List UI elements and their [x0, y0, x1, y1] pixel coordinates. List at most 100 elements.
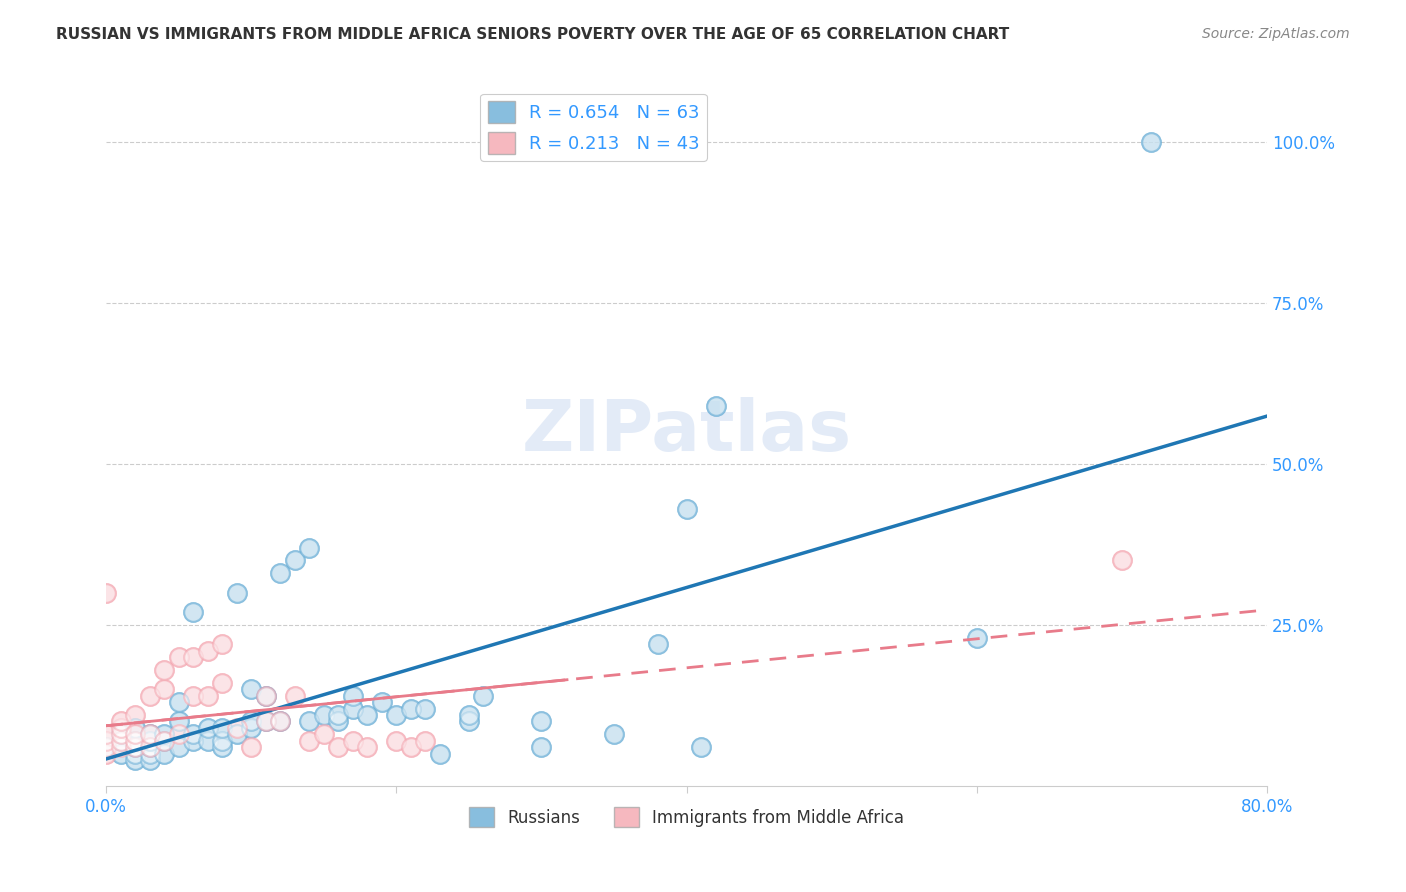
Point — [124, 708, 146, 723]
Point — [124, 740, 146, 755]
Point — [124, 740, 146, 755]
Point — [153, 682, 176, 697]
Point — [312, 708, 335, 723]
Point — [124, 721, 146, 735]
Point — [139, 727, 162, 741]
Point — [458, 708, 481, 723]
Point — [225, 585, 247, 599]
Point — [240, 682, 263, 697]
Point — [240, 682, 263, 697]
Point — [181, 733, 204, 747]
Point — [110, 733, 132, 747]
Point — [124, 708, 146, 723]
Point — [181, 727, 204, 741]
Point — [269, 566, 291, 581]
Point — [298, 733, 321, 747]
Point — [96, 727, 118, 741]
Point — [385, 708, 408, 723]
Point — [197, 733, 219, 747]
Point — [211, 675, 233, 690]
Point — [181, 650, 204, 665]
Point — [139, 740, 162, 755]
Point — [153, 747, 176, 761]
Point — [197, 643, 219, 657]
Text: Source: ZipAtlas.com: Source: ZipAtlas.com — [1202, 27, 1350, 41]
Point — [647, 637, 669, 651]
Point — [139, 753, 162, 767]
Point — [167, 695, 190, 709]
Point — [298, 733, 321, 747]
Point — [415, 701, 437, 715]
Point — [96, 727, 118, 741]
Point — [153, 733, 176, 747]
Point — [139, 689, 162, 703]
Point — [240, 740, 263, 755]
Point — [225, 721, 247, 735]
Point — [371, 695, 394, 709]
Point — [167, 727, 190, 741]
Point — [690, 740, 713, 755]
Point — [139, 747, 162, 761]
Point — [342, 733, 364, 747]
Point — [96, 747, 118, 761]
Point — [181, 650, 204, 665]
Point — [356, 740, 378, 755]
Point — [240, 721, 263, 735]
Point — [225, 727, 247, 741]
Point — [124, 733, 146, 747]
Point — [647, 637, 669, 651]
Point — [254, 689, 277, 703]
Point — [254, 689, 277, 703]
Point — [110, 727, 132, 741]
Point — [211, 740, 233, 755]
Point — [312, 727, 335, 741]
Point — [124, 727, 146, 741]
Point — [399, 701, 422, 715]
Point — [356, 708, 378, 723]
Point — [181, 605, 204, 619]
Point — [124, 753, 146, 767]
Text: ZIPatlas: ZIPatlas — [522, 397, 852, 467]
Point — [240, 714, 263, 729]
Point — [328, 740, 350, 755]
Point — [167, 650, 190, 665]
Point — [284, 553, 307, 567]
Point — [96, 740, 118, 755]
Point — [181, 727, 204, 741]
Point — [254, 689, 277, 703]
Point — [139, 727, 162, 741]
Point — [96, 733, 118, 747]
Point — [399, 701, 422, 715]
Point — [139, 740, 162, 755]
Point — [197, 689, 219, 703]
Point — [1111, 553, 1133, 567]
Point — [385, 733, 408, 747]
Point — [96, 740, 118, 755]
Point — [110, 727, 132, 741]
Point — [269, 714, 291, 729]
Point — [110, 714, 132, 729]
Point — [139, 733, 162, 747]
Point — [399, 740, 422, 755]
Point — [96, 585, 118, 599]
Point — [211, 740, 233, 755]
Point — [269, 714, 291, 729]
Point — [96, 733, 118, 747]
Point — [603, 727, 626, 741]
Point — [153, 733, 176, 747]
Point — [167, 727, 190, 741]
Point — [139, 689, 162, 703]
Point — [124, 740, 146, 755]
Point — [269, 566, 291, 581]
Point — [167, 714, 190, 729]
Point — [197, 721, 219, 735]
Point — [603, 727, 626, 741]
Point — [139, 727, 162, 741]
Point — [472, 689, 495, 703]
Point — [1140, 135, 1163, 149]
Point — [530, 740, 553, 755]
Point — [139, 727, 162, 741]
Point — [704, 399, 727, 413]
Point — [240, 714, 263, 729]
Point — [197, 721, 219, 735]
